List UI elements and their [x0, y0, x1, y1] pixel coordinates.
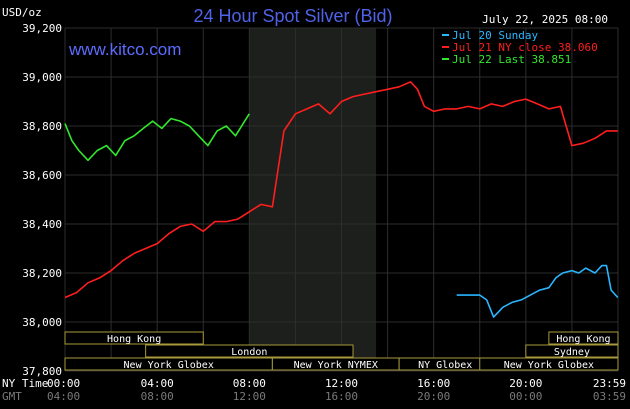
y-tick-label: 39,000	[22, 71, 62, 84]
x-tick-label-ny: 04:00	[141, 377, 174, 390]
session-box	[525, 344, 619, 358]
x-axis: 00:0004:0004:0008:0008:0012:0012:0016:00…	[47, 377, 626, 403]
ny-time-label: NY Time	[2, 377, 48, 390]
x-tick-label-gmt: 00:00	[509, 390, 542, 403]
x-tick-label-ny: 20:00	[509, 377, 542, 390]
x-tick-label-gmt: 08:00	[141, 390, 174, 403]
session-label: London	[231, 347, 267, 358]
y-tick-label: 38,000	[22, 316, 62, 329]
session-label: Sydney	[554, 347, 590, 358]
session-box	[145, 344, 354, 358]
y-axis: 39,200 39,000 38,800 38,600 38,400 38,200 38,0…	[22, 22, 62, 378]
session-box	[548, 331, 619, 345]
series-line-0	[456, 264, 619, 318]
x-tick-label-gmt: 03:59	[593, 390, 626, 403]
session-label: Hong Kong	[556, 334, 610, 345]
session-label: Hong Kong	[107, 334, 161, 345]
x-tick-label-ny: 16:00	[417, 377, 450, 390]
gmt-label: GMT	[2, 390, 22, 403]
x-tick-label-gmt: 20:00	[417, 390, 450, 403]
x-tick-label-gmt: 04:00	[47, 390, 80, 403]
grid	[64, 27, 619, 372]
y-tick-label: 38,600	[22, 169, 62, 182]
y-tick-label: 39,200	[22, 22, 62, 35]
session-box	[64, 331, 204, 345]
x-tick-label-ny: 23:59	[593, 377, 626, 390]
unit-label: USD/oz	[2, 6, 42, 19]
y-tick-label: 38,400	[22, 218, 62, 231]
session-box	[479, 357, 619, 371]
y-tick-label: 38,800	[22, 120, 62, 133]
x-tick-label-ny: 12:00	[325, 377, 358, 390]
x-tick-label-gmt: 16:00	[325, 390, 358, 403]
session-label: New York Globex	[504, 360, 594, 371]
price-lines	[64, 81, 619, 318]
chart-title: 24 Hour Spot Silver (Bid)	[193, 6, 392, 26]
legend: Jul 20 Sunday Jul 21 NY close 38.060 Jul…	[442, 29, 598, 66]
y-tick-label: 38,200	[22, 267, 62, 280]
legend-jul22: Jul 22 Last 38.851	[452, 53, 571, 66]
session-label: New York NYMEX	[294, 360, 378, 371]
x-tick-label-ny: 08:00	[233, 377, 266, 390]
series-line-1	[64, 81, 618, 299]
market-sessions: Hong Kong London New York Globex New York N…	[64, 331, 619, 371]
session-label: NY Globex	[418, 360, 472, 371]
session-label: New York Globex	[124, 360, 214, 371]
brand-link[interactable]: www.kitco.com	[68, 40, 181, 59]
date-label: July 22, 2025 08:00	[482, 13, 608, 26]
series-line-2	[64, 113, 250, 162]
x-tick-label-gmt: 12:00	[233, 390, 266, 403]
legend-jul20: Jul 20 Sunday	[452, 29, 538, 42]
x-tick-label-ny: 00:00	[47, 377, 80, 390]
legend-jul21: Jul 21 NY close 38.060	[452, 41, 598, 54]
y-tick-label: 37,800	[22, 365, 62, 378]
nymex-shaded-region	[249, 28, 377, 371]
